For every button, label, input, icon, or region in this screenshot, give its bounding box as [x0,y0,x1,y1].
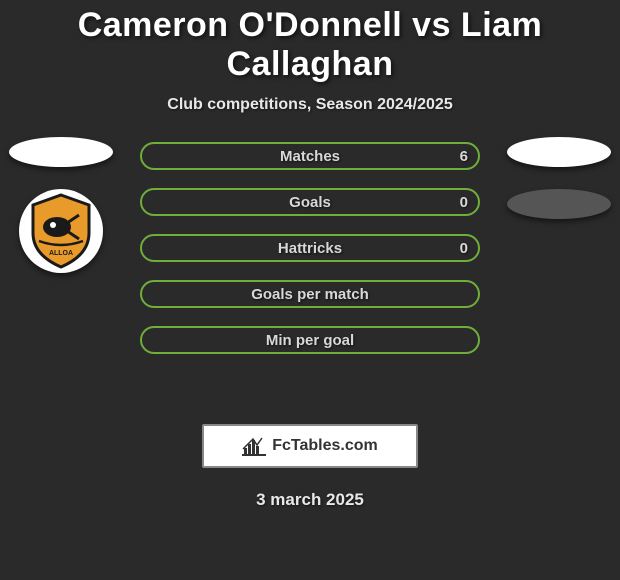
stat-label: Goals [289,194,331,211]
stat-row: Goals 0 [140,188,480,216]
comparison-infographic: Cameron O'Donnell vs Liam Callaghan Club… [0,0,620,580]
subtitle: Club competitions, Season 2024/2025 [0,96,620,114]
content-area: ALLOA Matches 6 Goals 0 Hattricks 0 Goals per … [0,142,620,402]
stat-row: Hattricks 0 [140,234,480,262]
left-player-name-pill [9,137,113,167]
stat-value-right: 0 [460,240,468,257]
stat-row: Matches 6 [140,142,480,170]
stat-value-right: 6 [460,148,468,165]
stat-label: Min per goal [266,332,354,349]
svg-text:ALLOA: ALLOA [49,250,73,257]
stat-label: Hattricks [278,240,342,257]
stat-value-right: 0 [460,194,468,211]
stat-row: Min per goal [140,326,480,354]
club-crest-icon: ALLOA [19,189,103,273]
brand-text: FcTables.com [272,437,378,455]
right-player-name-pill [507,137,611,167]
stat-row: Goals per match [140,280,480,308]
left-player-column: ALLOA [6,137,116,273]
stats-list: Matches 6 Goals 0 Hattricks 0 Goals per match M… [140,142,480,354]
left-club-badge: ALLOA [19,189,103,273]
right-player-column [504,137,614,219]
stat-label: Matches [280,148,340,165]
date-label: 3 march 2025 [0,490,620,510]
bar-chart-icon [242,436,266,456]
brand-attribution: FcTables.com [202,424,418,468]
page-title: Cameron O'Donnell vs Liam Callaghan [0,0,620,84]
right-club-badge-placeholder [507,189,611,219]
stat-label: Goals per match [251,286,369,303]
